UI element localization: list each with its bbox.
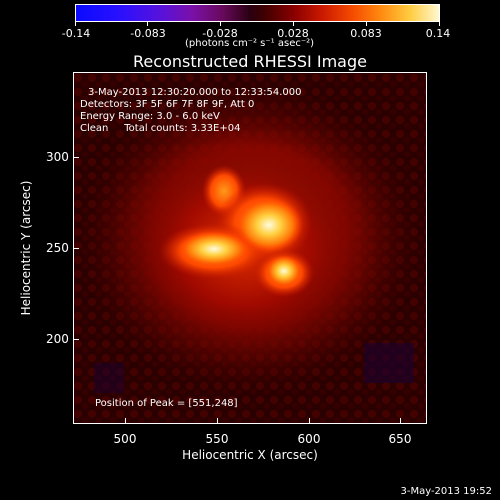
colorbar-tick-label: 0.028 [277, 27, 309, 40]
x-tick [217, 418, 218, 424]
y-tick-label: 250 [46, 241, 69, 255]
colorbar-tick [147, 22, 148, 26]
y-axis-label: Heliocentric Y (arcsec) [19, 180, 33, 316]
info-time-range: 3-May-2013 12:30:20.000 to 12:33:54.000 [88, 87, 302, 98]
info-energy: Energy Range: 3.0 - 6.0 keV [80, 111, 220, 122]
y-tick [73, 248, 79, 249]
colorbar-tick-label: -0.083 [130, 27, 166, 40]
info-peak: Position of Peak = [551,248] [95, 398, 238, 409]
y-tick-label: 300 [46, 150, 69, 164]
colorbar-tick [75, 22, 76, 26]
x-tick-label: 550 [205, 432, 229, 446]
colorbar-tick [439, 22, 440, 26]
y-tick-label: 200 [46, 332, 69, 346]
colorbar-tick-label: 0.083 [350, 27, 382, 40]
x-tick-label: 600 [297, 432, 321, 446]
x-axis-label: Heliocentric X (arcsec) [182, 448, 318, 462]
image-frame [73, 72, 427, 424]
colorbar-gradient [76, 5, 439, 21]
colorbar-tick-label: -0.14 [61, 27, 91, 40]
flare-image [74, 73, 426, 423]
colorbar-tick [293, 22, 294, 26]
x-tick-label: 500 [113, 432, 137, 446]
colorbar [75, 4, 440, 22]
colorbar-units: (photons cm⁻² s⁻¹ asec⁻²) [185, 38, 315, 49]
info-detectors: Detectors: 3F 5F 6F 7F 8F 9F, Att 0 [80, 99, 255, 110]
x-tick [309, 418, 310, 424]
y-tick [73, 157, 79, 158]
info-clean: Clean Total counts: 3.33E+04 [80, 123, 241, 134]
colorbar-tick-label: 0.14 [425, 27, 451, 40]
x-tick [125, 418, 126, 424]
x-tick-label: 650 [388, 432, 412, 446]
colorbar-tick-label: -0.028 [202, 27, 238, 40]
colorbar-tick [366, 22, 367, 26]
y-tick [73, 339, 79, 340]
plot-title: Reconstructed RHESSI Image [133, 52, 367, 71]
colorbar-tick [220, 22, 221, 26]
x-tick [400, 418, 401, 424]
footer-date: 3-May-2013 19:52 [400, 486, 492, 497]
